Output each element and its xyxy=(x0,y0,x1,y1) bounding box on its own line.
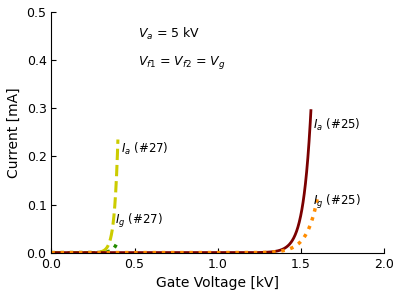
Text: $I_a$ (#27): $I_a$ (#27) xyxy=(121,141,169,157)
X-axis label: Gate Voltage [kV]: Gate Voltage [kV] xyxy=(156,276,279,290)
Y-axis label: Current [mA]: Current [mA] xyxy=(7,87,21,178)
Text: $I_g$ (#25): $I_g$ (#25) xyxy=(312,193,360,211)
Text: $I_g$ (#27): $I_g$ (#27) xyxy=(115,212,162,230)
Text: $I_a$ (#25): $I_a$ (#25) xyxy=(312,117,360,133)
Text: $V_a$ = 5 kV: $V_a$ = 5 kV xyxy=(138,26,200,42)
Text: $V_{f1}$ = $V_{f2}$ = $V_g$: $V_{f1}$ = $V_{f2}$ = $V_g$ xyxy=(138,54,226,71)
